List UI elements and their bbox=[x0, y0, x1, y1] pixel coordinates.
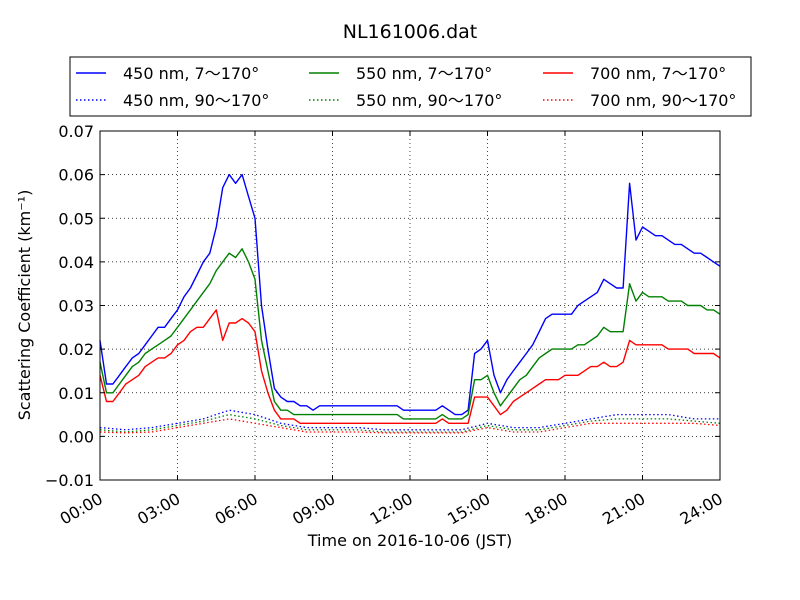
x-tick-label: 00:00 bbox=[57, 489, 106, 529]
legend-label: 450 nm, 90～170° bbox=[123, 91, 269, 110]
x-tick-label: 09:00 bbox=[289, 489, 338, 529]
legend-label: 550 nm, 7～170° bbox=[356, 64, 492, 83]
y-tick-label: 0.03 bbox=[58, 297, 94, 316]
y-tick-label: −0.01 bbox=[45, 471, 94, 490]
x-tick-label: 03:00 bbox=[134, 489, 183, 529]
x-tick-label: 21:00 bbox=[599, 489, 648, 529]
series-line-1 bbox=[99, 409, 720, 431]
y-tick-label: 0.04 bbox=[58, 253, 94, 272]
y-tick-label: 0.07 bbox=[58, 122, 94, 141]
series-line-5 bbox=[99, 418, 721, 434]
x-tick-label: 18:00 bbox=[522, 489, 571, 529]
x-tick-label: 15:00 bbox=[444, 489, 493, 529]
y-tick-label: 0.01 bbox=[58, 384, 94, 403]
chart-title: NL161006.dat bbox=[343, 21, 478, 43]
series-line-4 bbox=[99, 309, 721, 424]
series-line-3 bbox=[99, 413, 721, 433]
grid-lines bbox=[100, 131, 720, 480]
legend-label: 700 nm, 90～170° bbox=[590, 91, 736, 110]
y-tick-label: 0.02 bbox=[58, 340, 94, 359]
legend-label: 450 nm, 7～170° bbox=[123, 64, 259, 83]
legend-box bbox=[69, 56, 752, 117]
x-tick-label: 24:00 bbox=[677, 489, 726, 529]
x-tick-label: 06:00 bbox=[212, 489, 261, 529]
series-line-0 bbox=[99, 173, 721, 416]
legend-label: 700 nm, 7～170° bbox=[590, 64, 726, 83]
plot-series bbox=[99, 173, 721, 434]
y-tick-label: 0.05 bbox=[58, 209, 94, 228]
y-axis-title: Scattering Coefficient (km⁻¹) bbox=[15, 190, 34, 421]
y-tick-label: 0.00 bbox=[58, 427, 94, 446]
legend-label: 550 nm, 90～170° bbox=[356, 91, 502, 110]
y-tick-label: 0.06 bbox=[58, 166, 94, 185]
x-axis-title: Time on 2016-10-06 (JST) bbox=[307, 531, 512, 550]
legend: 450 nm, 7～170° 550 nm, 7～170° 700 nm, 7～17… bbox=[69, 56, 752, 117]
series-line-2 bbox=[99, 248, 721, 420]
x-tick-label: 12:00 bbox=[367, 489, 416, 529]
